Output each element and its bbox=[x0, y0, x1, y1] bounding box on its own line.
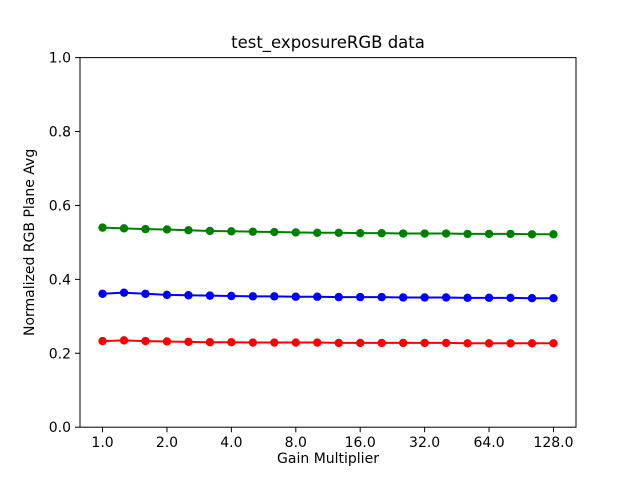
series-marker-blue-plane bbox=[420, 293, 429, 302]
series-marker-green-plane bbox=[227, 227, 236, 236]
series-marker-green-plane bbox=[205, 226, 215, 236]
series-marker-blue-plane bbox=[291, 292, 300, 301]
y-tick-label: 1.0 bbox=[49, 51, 71, 67]
series-marker-green-plane bbox=[420, 229, 429, 238]
series-marker-green-plane bbox=[313, 228, 322, 237]
series-marker-green-plane bbox=[463, 229, 472, 239]
series-marker-red-plane bbox=[506, 339, 515, 348]
series-marker-red-plane bbox=[248, 338, 258, 347]
series-marker-blue-plane bbox=[205, 291, 215, 300]
y-tick-label: 0.8 bbox=[49, 125, 71, 141]
x-tick-label: 128.0 bbox=[533, 435, 573, 451]
series-marker-red-plane bbox=[356, 338, 365, 348]
series-marker-red-plane bbox=[184, 337, 193, 347]
series-marker-blue-plane bbox=[334, 292, 343, 302]
series-marker-blue-plane bbox=[184, 291, 193, 300]
series-marker-red-plane bbox=[549, 339, 558, 348]
series-marker-red-plane bbox=[484, 339, 494, 348]
series-marker-blue-plane bbox=[463, 293, 472, 303]
series-marker-red-plane bbox=[141, 336, 150, 346]
y-tick-label: 0.0 bbox=[49, 420, 71, 436]
series-marker-red-plane bbox=[527, 339, 537, 348]
series-marker-blue-plane bbox=[441, 293, 451, 302]
x-axis-label: Gain Multiplier bbox=[277, 451, 379, 467]
y-tick-label: 0.6 bbox=[49, 198, 71, 214]
series-marker-red-plane bbox=[463, 339, 472, 348]
series-marker-red-plane bbox=[441, 338, 451, 348]
series-marker-green-plane bbox=[334, 228, 343, 237]
x-tick-label: 32.0 bbox=[409, 435, 440, 451]
series-marker-red-plane bbox=[291, 338, 300, 347]
plot-border bbox=[79, 57, 577, 428]
series-marker-green-plane bbox=[248, 227, 258, 236]
series-line-blue-plane bbox=[101, 291, 555, 300]
series-marker-green-plane bbox=[527, 230, 537, 239]
series-marker-red-plane bbox=[377, 338, 386, 348]
series-marker-green-plane bbox=[119, 224, 129, 233]
series-line-green-plane bbox=[101, 226, 555, 236]
series-marker-red-plane bbox=[205, 337, 215, 347]
series-marker-blue-plane bbox=[484, 293, 494, 303]
y-tick-label: 0.2 bbox=[49, 346, 71, 362]
x-tick-label: 8.0 bbox=[285, 435, 307, 451]
series-marker-red-plane bbox=[313, 338, 322, 347]
series-marker-green-plane bbox=[141, 224, 150, 234]
series-marker-blue-plane bbox=[98, 289, 107, 298]
y-tick-label: 0.4 bbox=[49, 272, 71, 288]
series-line-red-plane bbox=[101, 339, 555, 345]
series-marker-blue-plane bbox=[313, 292, 322, 301]
series-marker-blue-plane bbox=[248, 292, 258, 301]
series-marker-blue-plane bbox=[227, 291, 236, 301]
series-marker-blue-plane bbox=[270, 292, 279, 301]
series-marker-red-plane bbox=[270, 338, 279, 347]
series-marker-red-plane bbox=[98, 336, 107, 346]
series-marker-green-plane bbox=[162, 225, 172, 234]
series-marker-red-plane bbox=[162, 337, 172, 346]
y-axis-label: Normalized RGB Plane Avg bbox=[22, 149, 38, 336]
series-marker-green-plane bbox=[484, 229, 494, 239]
series-marker-green-plane bbox=[184, 226, 193, 235]
series-marker-blue-plane bbox=[398, 293, 408, 302]
series-marker-red-plane bbox=[334, 338, 343, 348]
series-marker-green-plane bbox=[356, 228, 365, 238]
x-tick-label: 1.0 bbox=[91, 435, 113, 451]
series-marker-green-plane bbox=[398, 229, 408, 238]
series-marker-red-plane bbox=[119, 336, 129, 345]
series-marker-blue-plane bbox=[141, 289, 150, 298]
series-marker-green-plane bbox=[441, 229, 451, 238]
series-marker-green-plane bbox=[549, 230, 558, 239]
series-marker-blue-plane bbox=[377, 292, 386, 302]
x-tick-label: 16.0 bbox=[345, 435, 376, 451]
series-marker-red-plane bbox=[420, 338, 429, 348]
series-marker-blue-plane bbox=[356, 292, 365, 302]
series-marker-red-plane bbox=[398, 338, 408, 348]
series-marker-green-plane bbox=[506, 229, 515, 239]
series-marker-red-plane bbox=[227, 337, 236, 347]
x-tick-label: 2.0 bbox=[156, 435, 178, 451]
chart-title: test_exposureRGB data bbox=[231, 33, 425, 53]
series-marker-blue-plane bbox=[527, 294, 537, 303]
series-marker-green-plane bbox=[291, 228, 300, 237]
series-marker-blue-plane bbox=[119, 288, 129, 297]
series-marker-blue-plane bbox=[549, 294, 558, 303]
x-tick-label: 64.0 bbox=[473, 435, 504, 451]
series-marker-blue-plane bbox=[506, 293, 515, 303]
series-marker-green-plane bbox=[377, 228, 386, 238]
x-tick-label: 4.0 bbox=[220, 435, 242, 451]
series-marker-green-plane bbox=[270, 227, 279, 237]
series-marker-green-plane bbox=[98, 223, 107, 232]
series-marker-blue-plane bbox=[162, 290, 172, 300]
